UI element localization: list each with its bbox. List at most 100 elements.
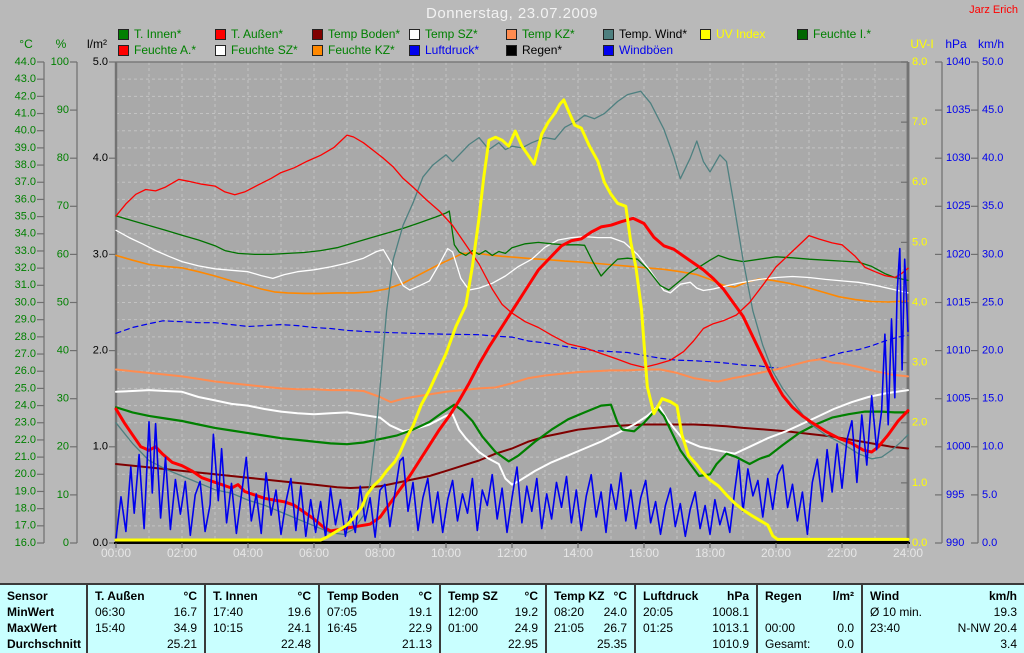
table-cell: Durchschnitt — [7, 637, 82, 651]
svg-text:1035: 1035 — [946, 104, 970, 116]
legend-item-feuchte-kz-: Feuchte KZ* — [312, 43, 409, 57]
svg-text:1.0: 1.0 — [912, 477, 927, 489]
legend-label: UV Index — [716, 27, 766, 41]
page-title: Donnerstag, 23.07.2009 — [426, 5, 598, 22]
svg-text:7.0: 7.0 — [912, 116, 927, 128]
legend-item-windböen: Windböen — [603, 43, 700, 57]
axis-unit-pressure: hPa — [945, 37, 967, 51]
svg-text:995: 995 — [946, 489, 964, 501]
table-cell: 16.7 — [173, 605, 197, 619]
table-cell: 3.4 — [1000, 637, 1017, 651]
svg-text:1000: 1000 — [946, 441, 970, 453]
table-cell: 24.9 — [514, 621, 538, 635]
table-cell: 08:20 — [554, 605, 585, 619]
table-cell: T. Außen — [95, 589, 145, 603]
table-cell: N-NW 20.4 — [957, 621, 1017, 635]
svg-text:32.0: 32.0 — [15, 262, 36, 274]
table-group-t-außen: T. Außen °C 06:30 16.7 15:40 34.9 25.21 — [88, 585, 206, 653]
svg-text:20: 20 — [57, 441, 69, 453]
svg-text:24.0: 24.0 — [15, 399, 36, 411]
svg-text:28.0: 28.0 — [15, 331, 36, 343]
svg-text:0: 0 — [63, 537, 69, 549]
legend-color-swatch — [409, 44, 420, 56]
weather-chart-plot[interactable]: 16.0 17.0 18.0 19.0 20.0 21.0 22.0 23.0 24.0 25.0… — [0, 0, 1024, 583]
legend-color-swatch — [312, 44, 323, 56]
svg-text:100: 100 — [51, 56, 69, 68]
svg-text:14:00: 14:00 — [563, 546, 593, 560]
table-cell: 24.0 — [603, 605, 627, 619]
legend-label: Temp. Wind* — [619, 27, 688, 41]
svg-text:39.0: 39.0 — [15, 142, 36, 154]
svg-text:2.0: 2.0 — [93, 345, 108, 357]
legend-color-swatch — [409, 28, 420, 40]
svg-text:40: 40 — [57, 345, 69, 357]
table-cell: 1010.9 — [712, 637, 749, 651]
legend-color-swatch — [215, 28, 226, 40]
table-cell: 21:05 — [554, 621, 585, 635]
legend-item-temp-kz-: Temp KZ* — [506, 27, 603, 41]
legend-label: Temp KZ* — [522, 27, 575, 41]
svg-text:18:00: 18:00 — [695, 546, 725, 560]
legend-color-swatch — [215, 44, 226, 56]
legend-color-swatch — [797, 28, 808, 40]
table-cell: Wind — [870, 589, 900, 603]
svg-text:990: 990 — [946, 537, 964, 549]
legend-label: Feuchte A.* — [134, 43, 197, 57]
table-cell: l/m² — [832, 589, 854, 603]
svg-text:10.0: 10.0 — [982, 441, 1003, 453]
legend-label: Windböen — [619, 43, 674, 57]
axis-unit-humidity: % — [55, 37, 67, 51]
table-cell: 17:40 — [213, 605, 244, 619]
svg-text:29.0: 29.0 — [15, 314, 36, 326]
legend-label: T. Innen* — [134, 27, 182, 41]
table-cell: 26.7 — [603, 621, 627, 635]
svg-text:10: 10 — [57, 489, 69, 501]
svg-text:02:00: 02:00 — [167, 546, 197, 560]
table-cell: 06:30 — [95, 605, 126, 619]
svg-text:80: 80 — [57, 152, 69, 164]
table-cell: MinWert — [7, 605, 55, 619]
svg-text:3.0: 3.0 — [93, 248, 108, 260]
legend-label: Feuchte KZ* — [328, 43, 395, 57]
legend-item-feuchte-sz-: Feuchte SZ* — [215, 43, 312, 57]
legend-color-swatch — [603, 28, 614, 40]
table-cell: 0.0 — [837, 637, 854, 651]
sensor-stats-table: Sensor MinWert MaxWert Durchschnitt T. Außen… — [0, 583, 1024, 653]
svg-text:22:00: 22:00 — [827, 546, 857, 560]
series-temp-kz — [115, 358, 909, 404]
svg-text:24:00: 24:00 — [893, 546, 923, 560]
table-group-temp-boden: Temp Boden °C 07:05 19.1 16:45 22.9 21.13 — [320, 585, 441, 653]
table-cell: 19.3 — [993, 605, 1017, 619]
svg-text:5.0: 5.0 — [912, 236, 927, 248]
table-cell: Temp Boden — [327, 589, 399, 603]
table-cell: 19.6 — [287, 605, 311, 619]
table-cell: 19.2 — [514, 605, 538, 619]
table-cell: 10:15 — [213, 621, 244, 635]
axis-unit-wind: km/h — [977, 37, 1004, 51]
svg-text:30.0: 30.0 — [982, 248, 1003, 260]
svg-text:30.0: 30.0 — [15, 296, 36, 308]
legend-label: Regen* — [522, 43, 563, 57]
svg-text:30: 30 — [57, 393, 69, 405]
series-windböen — [115, 247, 909, 540]
svg-text:04:00: 04:00 — [233, 546, 263, 560]
svg-text:5.0: 5.0 — [982, 489, 997, 501]
table-cell: Gesamt: — [765, 637, 811, 651]
legend-item-regen-: Regen* — [506, 43, 603, 57]
legend-item-temp-boden-: Temp Boden* — [312, 27, 409, 41]
table-cell: °C — [613, 589, 627, 603]
series-feuchte-i- — [115, 210, 909, 291]
svg-text:17.0: 17.0 — [15, 520, 36, 532]
axis-unit-uv: UV-I — [910, 37, 934, 51]
svg-text:5.0: 5.0 — [93, 56, 108, 68]
table-cell: °C — [183, 589, 197, 603]
table-group-regen: Regen l/m² 00:00 0.0 Gesamt: 0.0 — [758, 585, 863, 653]
table-cell: 25.21 — [166, 637, 197, 651]
table-cell: °C — [297, 589, 311, 603]
table-row-labels: Sensor MinWert MaxWert Durchschnitt — [0, 585, 88, 653]
svg-text:1.0: 1.0 — [93, 441, 108, 453]
table-cell: T. Innen — [213, 589, 258, 603]
svg-text:34.0: 34.0 — [15, 228, 36, 240]
svg-text:40.0: 40.0 — [982, 152, 1003, 164]
